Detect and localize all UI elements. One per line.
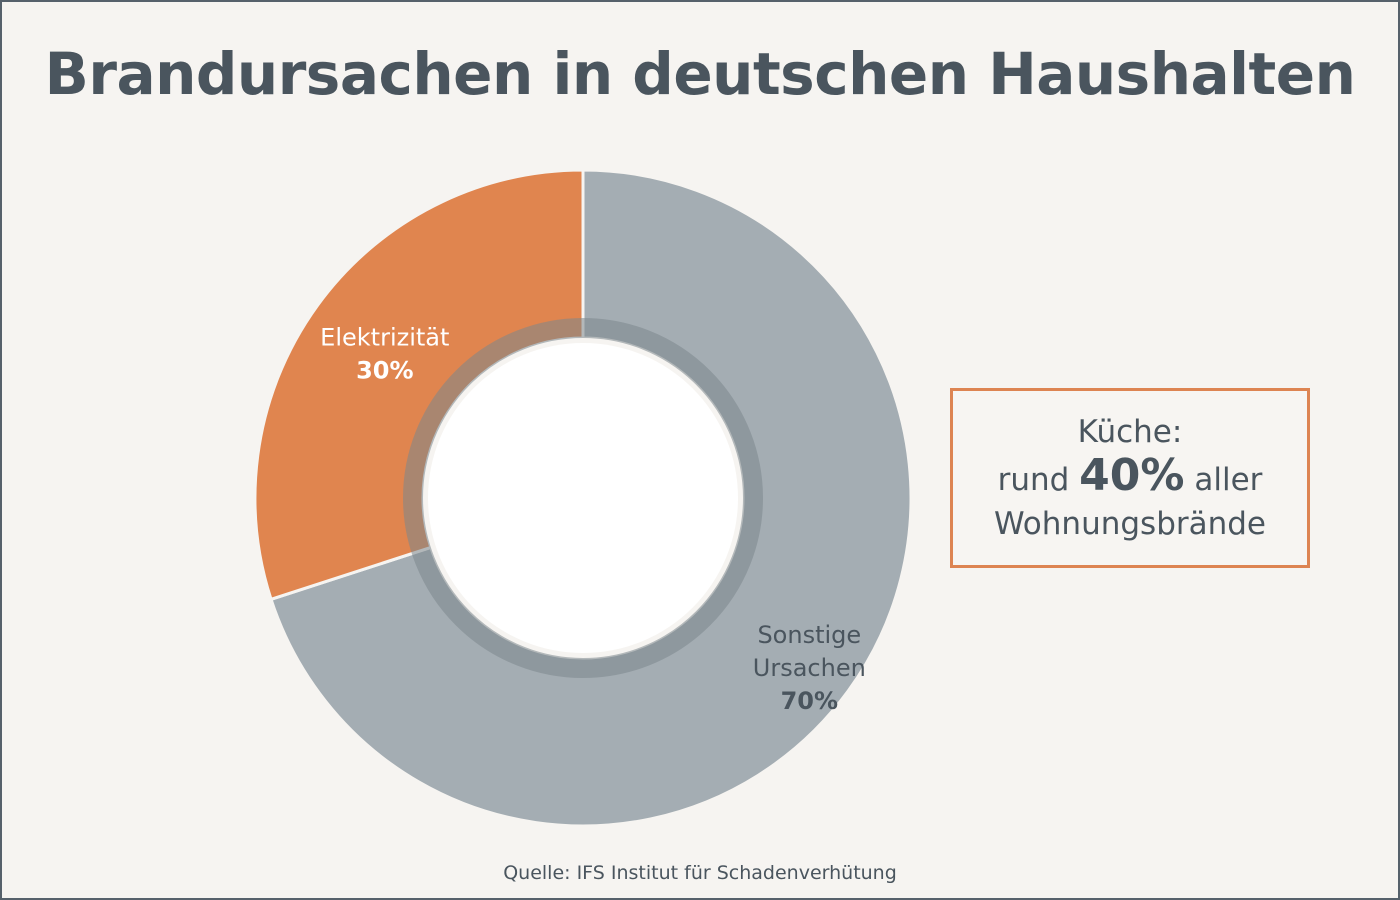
donut-hole: [428, 343, 738, 653]
slice-elektrizit-t: [253, 168, 585, 602]
slice-sonstige-ursachen: [269, 168, 913, 828]
callout-heading: Küche:: [1077, 414, 1183, 450]
slice-label-elektrizit-t: Elektrizität 30%: [320, 323, 449, 384]
slice-label-sonstige-ursachen: Sonstige Ursachen 70%: [753, 621, 866, 715]
callout-subject: Wohnungsbrände: [993, 506, 1267, 542]
slice-value-text: 30%: [356, 356, 413, 384]
chart-title: Brandursachen in deutschen Haushalten: [44, 40, 1356, 108]
slice-value-text: 70%: [781, 687, 838, 715]
source-note: Quelle: IFS Institut für Schadenverhütun…: [503, 862, 897, 884]
donut-slices: [253, 168, 913, 828]
slice-label-text: Elektrizität: [320, 323, 449, 351]
donut-labels: Sonstige Ursachen 70% Elektrizität 30%: [320, 323, 866, 714]
callout-prefix: rund: [997, 462, 1070, 498]
callout-statement: rund 40% aller: [998, 454, 1263, 502]
donut-inner-ring: [403, 318, 763, 678]
callout-suffix: aller: [1194, 462, 1263, 498]
kitchen-callout-box: Küche: rund 40% aller Wohnungsbrände: [950, 388, 1310, 568]
slice-label-text: Sonstige: [757, 621, 861, 649]
slice-label-text: Ursachen: [753, 654, 866, 682]
callout-highlight: 40%: [1079, 450, 1185, 501]
